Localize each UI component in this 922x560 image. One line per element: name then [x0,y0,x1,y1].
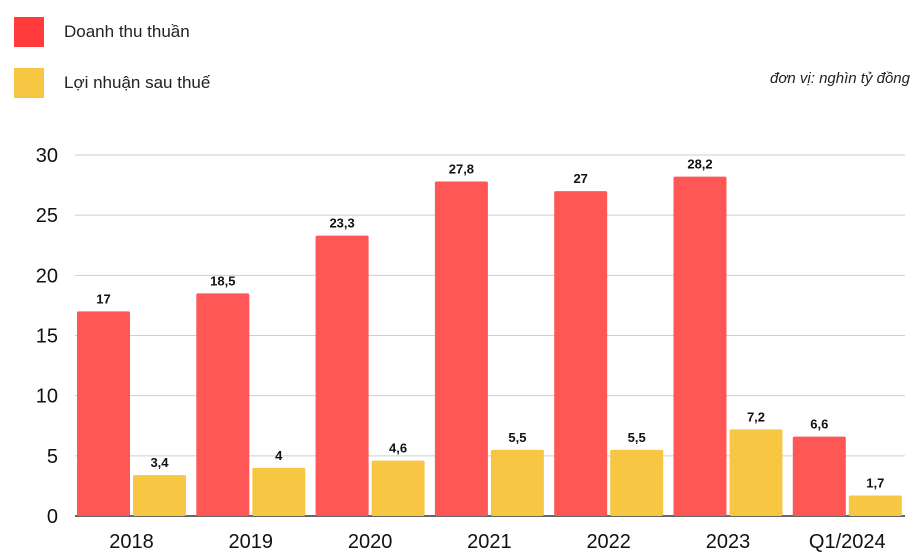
legend-swatch-profit [14,68,44,98]
profit-bar-2022 [610,449,664,516]
y-tick-label: 0 [47,506,58,528]
y-tick-label: 30 [36,145,58,167]
profit-bar-2018 [133,475,186,516]
x-tick-label: 2020 [348,531,393,553]
profit-value-label: 3,4 [150,455,169,470]
y-tick-label: 5 [47,446,58,468]
x-tick-label: 2019 [229,531,274,553]
x-tick-label: 2018 [109,531,154,553]
profit-bar-2021 [490,449,544,516]
profit-bar-2019 [252,467,306,516]
revenue-value-label: 27,8 [449,161,474,176]
profit-value-label: 4,6 [389,441,407,456]
y-tick-label: 25 [36,205,58,227]
x-tick-label: 2021 [467,531,512,553]
profit-value-label: 5,5 [628,430,646,445]
legend-item-profit: Lợi nhuận sau thuế [14,68,210,98]
revenue-bar-2019 [196,293,250,516]
unit-note: đơn vị: nghìn tỷ đồng [770,70,910,87]
revenue-value-label: 23,3 [329,216,354,231]
legend-label-revenue: Doanh thu thuần [64,22,190,41]
legend-item-revenue: Doanh thu thuần [14,17,190,47]
revenue-bar-2018 [77,311,130,516]
profit-value-label: 5,5 [508,430,526,445]
revenue-bar-2020 [315,235,369,516]
legend-swatch-revenue [14,17,44,47]
y-tick-label: 20 [36,265,58,287]
revenue-bar-2022 [554,191,608,516]
revenue-value-label: 6,6 [810,417,828,432]
y-tick-label: 15 [36,326,58,348]
profit-value-label: 1,7 [866,476,884,491]
revenue-bar-2023 [673,176,727,516]
y-tick-label: 10 [36,386,58,408]
profit-bar-q1-2024 [848,495,902,516]
revenue-value-label: 18,5 [210,273,235,288]
revenue-value-label: 28,2 [687,157,712,172]
profit-value-label: 7,2 [747,409,765,424]
legend-label-profit: Lợi nhuận sau thuế [64,73,211,92]
profit-bar-2023 [729,429,783,516]
x-tick-label: Q1/2024 [809,531,886,553]
x-tick-label: 2023 [706,531,751,553]
profit-bar-2020 [371,460,425,516]
revenue-bar-q1-2024 [792,436,846,516]
revenue-bar-2021 [434,181,488,516]
revenue-value-label: 17 [96,291,110,306]
profit-value-label: 4 [275,448,283,463]
revenue-value-label: 27 [573,171,587,186]
x-tick-label: 2022 [586,531,631,553]
